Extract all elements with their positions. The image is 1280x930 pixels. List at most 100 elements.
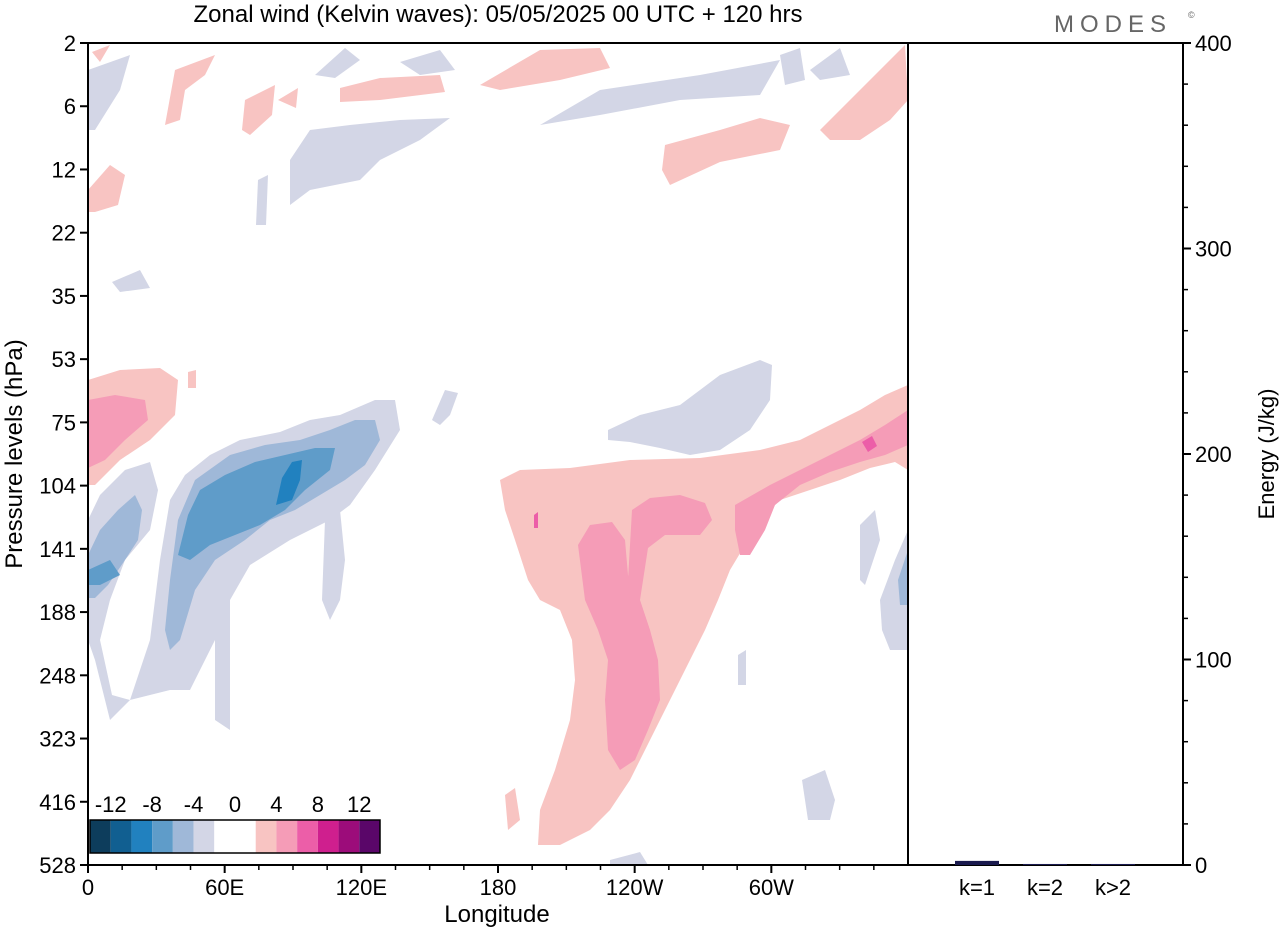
longitude-axis: 0 60E 120E 180 120W 60W [82,865,875,900]
colorbar-swatch [214,820,235,853]
contour-neg [165,420,380,650]
contour-pos [278,88,298,108]
contour-pos [165,55,215,125]
contour-pos [188,370,196,388]
contour-neg [290,118,450,205]
colorbar: -12 -8 -4 0 4 8 12 [89,792,381,854]
colorbar-label: 12 [347,792,371,817]
contour-neg [322,510,345,620]
y-tick-label: 2 [64,31,76,56]
wind-contours [88,45,908,865]
y-axis-label: Pressure levels (hPa) [1,339,28,568]
wavenumber-axis: k=1 k=2 k>2 [959,875,1131,900]
colorbar-swatch [255,820,277,853]
energy-frame [907,42,1184,866]
contour-neg [432,390,458,425]
energy-bar [955,860,999,865]
wavenumber-label: k=2 [1027,875,1063,900]
colorbar-label: 4 [270,792,282,817]
colorbar-label: -4 [184,792,204,817]
y-tick-label: 6 [64,94,76,119]
x-tick-label: 120W [606,875,664,900]
energy-tick-label: 400 [1195,31,1232,56]
colorbar-frame [89,819,381,854]
contour-pos [628,495,712,620]
contour-neg [880,530,908,650]
contour-pos [534,512,538,528]
energy-bars [955,860,1135,865]
energy-panel: 0 100 200 300 400 k=1 k=2 k>2 Energy (J/kg) [907,31,1279,900]
contour-neg [540,60,780,125]
contour-neg [810,48,850,80]
colorbar-swatch [235,820,256,853]
contour-neg [256,175,268,225]
pressure-axis: 2 6 12 22 35 53 75 104 141 188 248 323 416 528 [39,31,88,878]
contour-pos [862,436,877,452]
energy-tick-label: 200 [1195,442,1232,467]
contour-pos [820,45,908,140]
contour-pos [505,788,520,830]
chart-title: Zonal wind (Kelvin waves): 05/05/2025 00… [194,1,803,28]
contour-pos [500,385,908,845]
y-tick-label: 104 [39,474,76,499]
energy-bar [1091,863,1135,865]
contour-neg [315,48,360,78]
colorbar-swatch [172,820,194,853]
colorbar-label: -12 [95,792,127,817]
contour-neg [860,510,880,585]
y-tick-label: 22 [52,221,76,246]
colorbar-swatch [152,820,173,853]
contour-pos [662,118,790,185]
contour-pos [92,45,110,62]
energy-bar [1023,863,1067,865]
x-tick-label: 0 [82,875,94,900]
contour-neg [802,770,835,820]
colorbar-swatch [359,820,380,853]
x-axis-label: Longitude [444,901,549,928]
contour-pos [88,395,148,468]
colorbar-label: -8 [142,792,162,817]
y-tick-label: 141 [39,537,76,562]
y-tick-label: 248 [39,663,76,688]
y-tick-label: 528 [39,853,76,878]
contour-neg [276,460,302,505]
contour-neg [898,550,908,605]
wavenumber-label: k>2 [1095,875,1131,900]
colorbar-label: 0 [229,792,241,817]
contour-pos [88,165,125,212]
y-tick-label: 12 [52,157,76,182]
contour-neg [112,270,150,292]
energy-tick-label: 300 [1195,237,1232,262]
y-tick-label: 35 [52,284,76,309]
colorbar-label: 8 [312,792,324,817]
x-tick-label: 60E [205,875,244,900]
y-tick-label: 323 [39,727,76,752]
y-tick-label: 416 [39,790,76,815]
x-tick-label: 60W [749,875,794,900]
energy-axis-label: Energy (J/kg) [1254,389,1279,520]
energy-tick-label: 0 [1195,853,1207,878]
y-tick-label: 188 [39,600,76,625]
contour-pos [578,522,660,770]
contour-pos [340,75,445,102]
wavenumber-label: k=1 [959,875,995,900]
contour-pos [480,48,610,90]
colorbar-swatch [297,820,318,853]
contour-pos [242,85,275,135]
colorbar-swatch [193,820,215,853]
y-tick-label: 53 [52,347,76,372]
modes-logo: MODES [1054,11,1172,38]
colorbar-swatch [131,820,153,853]
energy-tick-label: 100 [1195,648,1232,673]
x-tick-label: 180 [480,875,517,900]
contour-neg [610,852,648,865]
contour-neg [608,360,772,455]
y-tick-label: 75 [52,410,76,435]
colorbar-swatch [110,820,132,853]
colorbar-swatch [90,820,111,853]
colorbar-swatch [276,820,298,853]
colorbar-swatch [317,820,339,853]
logo-mark: © [1188,10,1195,20]
colorbar-swatch [338,820,360,853]
contour-neg [780,48,805,85]
